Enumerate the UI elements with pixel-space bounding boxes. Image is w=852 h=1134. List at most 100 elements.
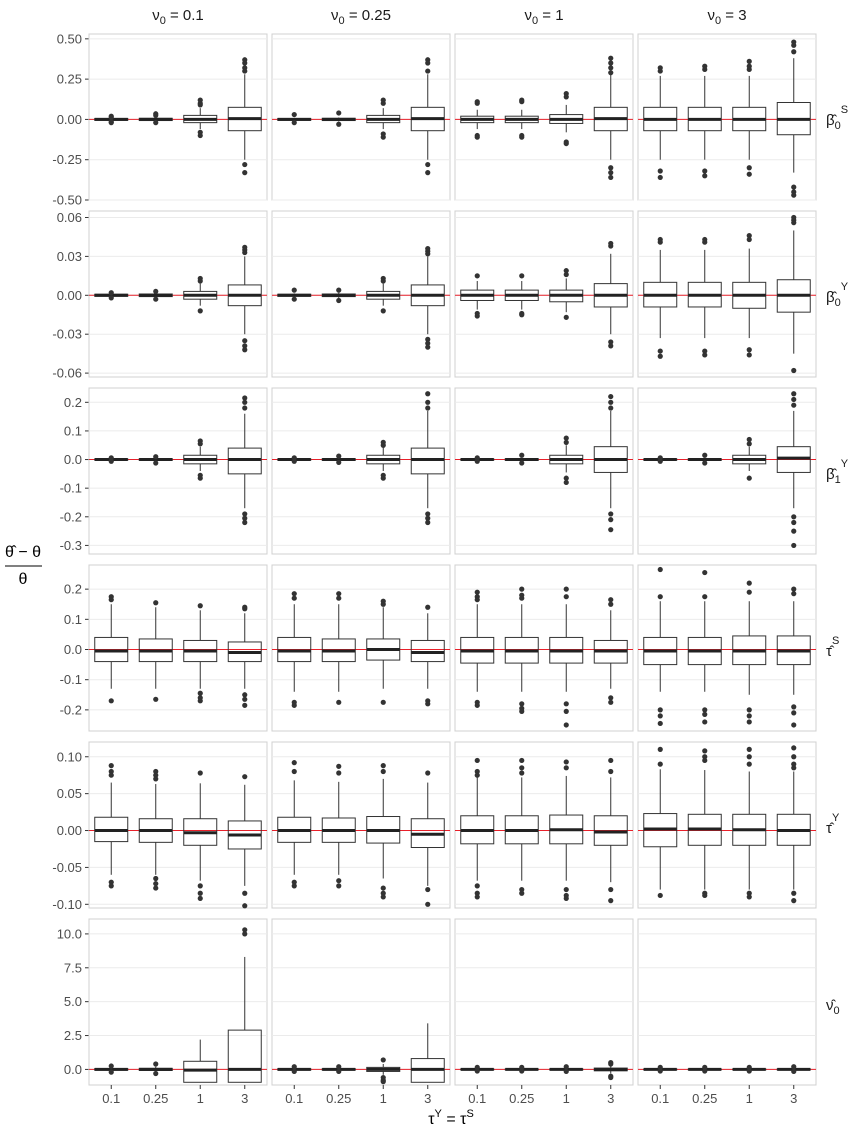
boxplot <box>94 594 129 704</box>
outlier-point <box>791 402 797 408</box>
y-tick-label: 2.5 <box>64 1028 82 1043</box>
outlier-point <box>425 336 431 342</box>
outlier-point <box>108 1069 114 1075</box>
outlier-point <box>108 114 114 121</box>
boxplot <box>227 395 262 526</box>
boxplot <box>549 1064 584 1075</box>
boxplot <box>504 1064 539 1074</box>
outlier-point <box>425 901 431 907</box>
outlier-point <box>657 566 663 573</box>
outlier-point <box>242 399 248 405</box>
outlier-point <box>242 606 248 612</box>
x-tick-label: 1 <box>563 1091 570 1106</box>
outlier-point <box>702 748 708 754</box>
outlier-point <box>380 768 386 775</box>
outlier-point <box>197 890 203 896</box>
boxplot <box>94 763 129 889</box>
outlier-point <box>563 475 569 481</box>
outlier-point <box>608 393 614 400</box>
y-tick-label: 0.25 <box>57 72 82 87</box>
boxplot <box>227 927 262 1083</box>
outlier-point <box>702 173 708 179</box>
boxplot <box>776 745 811 904</box>
outlier-point <box>197 895 203 902</box>
boxplot <box>687 452 722 466</box>
outlier-point <box>519 312 525 318</box>
outlier-point <box>425 170 431 176</box>
outlier-point <box>242 170 248 176</box>
panel-border <box>454 387 634 555</box>
outlier-point <box>657 761 663 767</box>
outlier-point <box>242 68 248 74</box>
panel <box>454 33 634 201</box>
outlier-point <box>242 692 248 698</box>
y-tick-label: 5.0 <box>64 994 82 1009</box>
outlier-point <box>380 308 386 314</box>
outlier-point <box>563 1068 569 1075</box>
outlier-point <box>791 754 797 760</box>
outlier-point <box>746 719 752 725</box>
outlier-point <box>291 883 297 889</box>
outlier-point <box>336 110 342 116</box>
outlier-point <box>242 519 248 526</box>
outlier-point <box>563 314 569 320</box>
y-tick-label: 0.2 <box>64 582 82 597</box>
boxplot <box>549 91 584 147</box>
y-tick-label: 0.00 <box>57 288 82 303</box>
panel <box>271 918 451 1086</box>
outlier-point <box>563 708 569 714</box>
outlier-point <box>657 239 663 245</box>
outlier-point <box>608 1074 614 1081</box>
outlier-point <box>608 597 614 603</box>
box <box>183 1060 218 1083</box>
boxplot <box>643 455 678 464</box>
outlier-point <box>108 883 114 889</box>
outlier-point <box>563 895 569 902</box>
outlier-point <box>380 100 386 106</box>
outlier-point <box>702 719 708 725</box>
outlier-point <box>336 591 342 597</box>
outlier-point <box>474 458 480 464</box>
outlier-point <box>702 711 708 718</box>
panel <box>637 918 817 1086</box>
y-tick-label: 0.06 <box>57 210 82 225</box>
outlier-point <box>519 765 525 771</box>
boxplot <box>138 600 173 702</box>
outlier-point <box>380 442 386 448</box>
outlier-point <box>336 1068 342 1075</box>
outlier-point <box>657 746 663 752</box>
outlier-point <box>657 594 663 600</box>
outlier-point <box>519 890 525 896</box>
outlier-point <box>791 49 797 55</box>
boxplot <box>460 757 495 900</box>
x-axis-label-text: τY = τS <box>428 1108 474 1128</box>
row-strip-label: τ̂S <box>826 635 839 660</box>
outlier-point <box>153 768 159 775</box>
boxplot <box>321 453 356 466</box>
y-tick-label: 0.0 <box>64 642 82 657</box>
outlier-point <box>425 770 431 776</box>
outlier-point <box>519 134 525 140</box>
outlier-point <box>608 60 614 66</box>
panel-border <box>454 33 634 201</box>
boxplot <box>321 110 356 127</box>
y-tick-label: -0.50 <box>52 193 82 208</box>
outlier-point <box>746 236 752 243</box>
outlier-point <box>519 1068 525 1074</box>
panel <box>88 33 268 201</box>
outlier-point <box>608 886 614 893</box>
panel <box>637 33 817 201</box>
panel <box>88 741 268 909</box>
outlier-point <box>108 698 114 704</box>
column-strip-label: ν0 = 1 <box>524 7 563 27</box>
outlier-point <box>791 184 797 190</box>
outlier-point <box>608 768 614 775</box>
outlier-point <box>657 892 663 899</box>
x-tick-label: 1 <box>746 1091 753 1106</box>
outlier-point <box>657 713 663 719</box>
boxplot <box>138 1061 173 1077</box>
y-axis-label-numerator: θ̂ − θ <box>5 544 41 561</box>
outlier-point <box>657 174 663 181</box>
panel <box>637 741 817 909</box>
outlier-point <box>336 699 342 705</box>
